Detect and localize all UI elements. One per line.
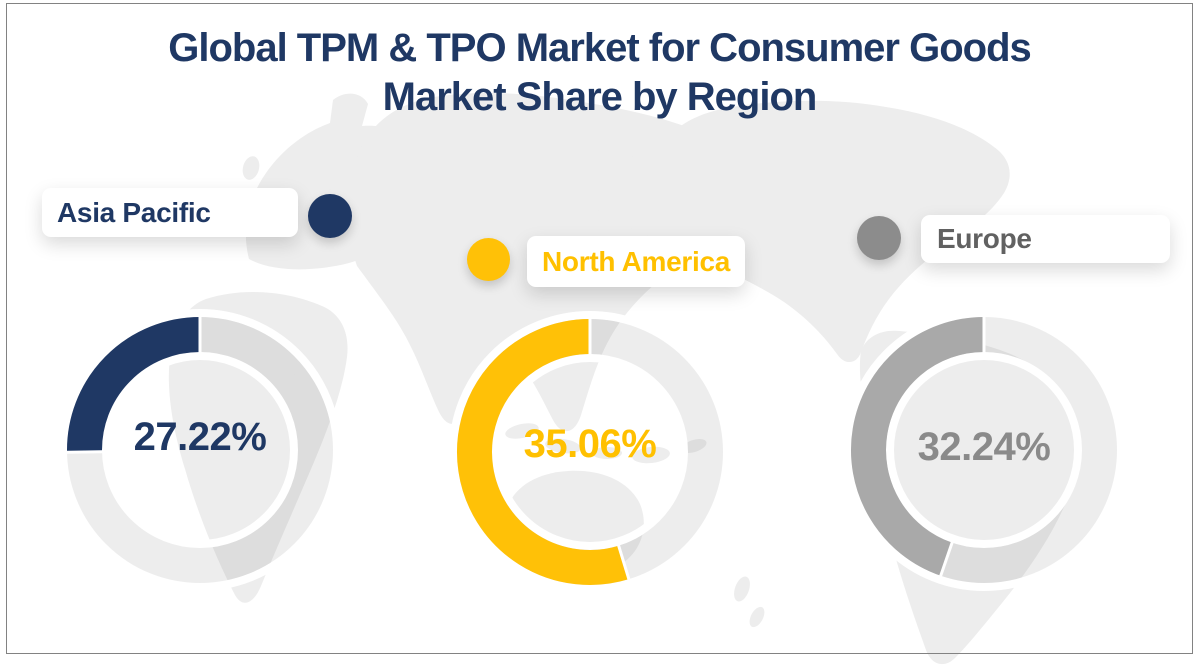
donut-arc-north-america bbox=[457, 319, 629, 585]
map-island bbox=[505, 423, 539, 439]
chart-title-line2: Market Share by Region bbox=[382, 75, 818, 119]
legend-dot-europe bbox=[857, 216, 901, 260]
legend-label-asia-pacific: Asia Pacific bbox=[42, 188, 298, 237]
donut-arc-asia-pacific bbox=[67, 317, 201, 453]
map-south-america bbox=[859, 330, 1079, 665]
segment-divider bbox=[60, 450, 109, 454]
chart-title: Global TPM & TPO Market for Consumer Goo… bbox=[0, 24, 1199, 122]
map-british-isles bbox=[242, 156, 260, 180]
legend-dot-asia-pacific bbox=[308, 194, 352, 238]
legend-label-europe: Europe bbox=[921, 215, 1170, 263]
map-new-zealand bbox=[749, 606, 765, 628]
map-island bbox=[632, 446, 670, 464]
legend-dot-north-america bbox=[467, 238, 510, 281]
map-new-zealand bbox=[734, 576, 750, 602]
donut-north-america bbox=[449, 311, 731, 593]
segment-divider bbox=[615, 539, 633, 586]
chart-title-line1: Global TPM & TPO Market for Consumer Goo… bbox=[168, 26, 1032, 70]
map-north-america bbox=[594, 100, 1010, 363]
legend-text-asia-pacific: Asia Pacific bbox=[57, 196, 211, 228]
map-island bbox=[592, 447, 622, 459]
donut-europe bbox=[843, 309, 1125, 591]
percent-label-asia-pacific: 27.22% bbox=[133, 415, 267, 459]
percent-label-europe: 32.24% bbox=[917, 425, 1051, 469]
legend-text-north-america: North America bbox=[542, 245, 730, 277]
legend-text-europe: Europe bbox=[937, 223, 1032, 254]
percent-label-north-america: 35.06% bbox=[523, 422, 657, 466]
map-island bbox=[545, 438, 581, 454]
legend-label-north-america: North America bbox=[527, 236, 745, 287]
donut-asia-pacific bbox=[59, 309, 341, 591]
segment-divider bbox=[937, 536, 956, 582]
donut-arc-europe bbox=[851, 317, 985, 576]
